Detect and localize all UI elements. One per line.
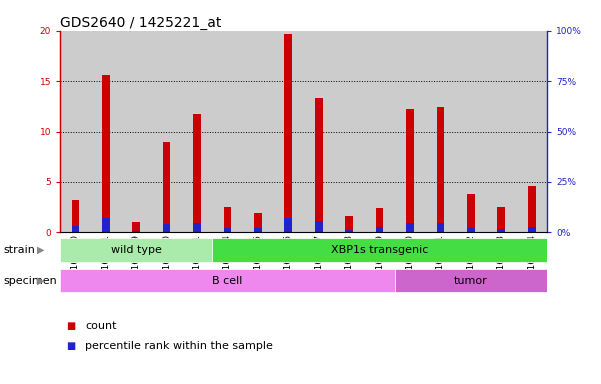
Bar <box>395 31 426 232</box>
Bar <box>72 200 79 232</box>
Bar <box>334 31 364 232</box>
Bar <box>193 223 201 232</box>
Bar <box>121 31 151 232</box>
Bar <box>224 207 231 232</box>
Bar <box>304 31 334 232</box>
Bar <box>243 31 273 232</box>
Bar <box>132 231 140 232</box>
Bar <box>498 229 505 232</box>
Bar <box>456 31 486 232</box>
Bar <box>315 98 323 232</box>
Bar <box>254 228 261 232</box>
Bar <box>60 31 91 232</box>
Text: ▶: ▶ <box>37 245 44 255</box>
Bar <box>254 213 261 232</box>
Bar <box>436 223 444 232</box>
Text: GDS2640 / 1425221_at: GDS2640 / 1425221_at <box>60 16 222 30</box>
Bar <box>528 186 535 232</box>
Bar <box>284 34 292 232</box>
Bar <box>102 218 109 232</box>
Text: specimen: specimen <box>3 276 56 286</box>
Bar <box>346 230 353 232</box>
Bar <box>528 227 535 232</box>
Text: tumor: tumor <box>454 276 488 286</box>
Bar <box>284 218 292 232</box>
Text: ■: ■ <box>66 341 75 351</box>
Bar <box>163 142 171 232</box>
Bar <box>426 31 456 232</box>
Text: B cell: B cell <box>212 276 243 286</box>
Bar <box>467 228 475 232</box>
Bar <box>498 207 505 232</box>
Text: ▶: ▶ <box>37 276 44 286</box>
Bar <box>467 194 475 232</box>
Bar <box>182 31 212 232</box>
Text: wild type: wild type <box>111 245 162 255</box>
Bar <box>436 107 444 232</box>
Bar <box>395 269 547 293</box>
Bar <box>376 227 383 232</box>
Bar <box>376 208 383 232</box>
Bar <box>193 114 201 232</box>
Bar <box>212 31 243 232</box>
Bar <box>224 228 231 232</box>
Bar <box>315 221 323 232</box>
Bar <box>486 31 516 232</box>
Bar <box>151 31 182 232</box>
Bar <box>60 269 395 293</box>
Text: percentile rank within the sample: percentile rank within the sample <box>85 341 273 351</box>
Bar <box>72 226 79 232</box>
Bar <box>406 109 414 232</box>
Text: XBP1s transgenic: XBP1s transgenic <box>331 245 429 255</box>
Bar <box>212 238 547 262</box>
Text: count: count <box>85 321 117 331</box>
Bar <box>273 31 304 232</box>
Bar <box>346 216 353 232</box>
Bar <box>91 31 121 232</box>
Bar <box>163 224 171 232</box>
Bar <box>516 31 547 232</box>
Text: ■: ■ <box>66 321 75 331</box>
Bar <box>60 238 212 262</box>
Text: strain: strain <box>3 245 35 255</box>
Bar <box>406 223 414 232</box>
Bar <box>132 222 140 232</box>
Bar <box>102 75 109 232</box>
Bar <box>364 31 395 232</box>
